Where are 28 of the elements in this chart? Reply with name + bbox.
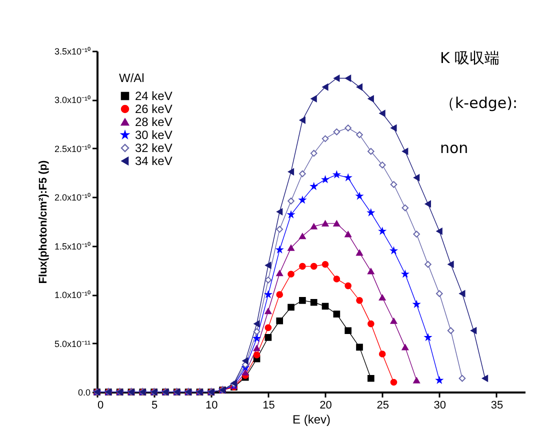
y-tick-label: 3.5x10⁻¹⁰ [54,46,90,56]
x-tick-label: 10 [206,400,218,412]
legend-label: 24 keV [135,89,172,103]
y-tick-label: 2.5x10⁻¹⁰ [54,144,90,154]
legend-label: 32 keV [135,141,172,155]
x-tick-label: 5 [152,400,158,412]
x-tick-label: 30 [434,400,446,412]
y-tick-label: 5.0x10⁻¹¹ [54,338,90,349]
x-tick-label: 15 [262,400,275,412]
y-tick-label: 2.0x10⁻¹⁰ [54,192,90,203]
legend-label: 34 keV [135,154,172,168]
annotation: non [440,138,470,159]
x-axis-title: E (kev) [292,412,331,426]
annotation: K 吸収端 [440,48,501,69]
y-axis-title: Flux(photon/cm²):F5 (p) [37,160,50,284]
legend-label: 28 keV [135,115,172,129]
x-tick-label: 0 [98,400,104,412]
x-tick-label: 20 [320,400,332,412]
x-tick-label: 35 [490,400,504,412]
legend-label: 30 keV [135,128,172,142]
y-tick-label: 1.0x10⁻¹⁰ [54,290,90,300]
legend-label: 26 keV [135,102,172,116]
legend-title: W/Al [119,71,144,85]
annotation: （k-edge): [440,93,518,114]
x-tick-label: 25 [376,400,389,412]
y-tick-label: 1.5x10⁻¹⁰ [54,241,90,252]
y-tick-label: 3.0x10⁻¹⁰ [54,95,90,106]
y-tick-label: 0.0 [78,388,90,398]
